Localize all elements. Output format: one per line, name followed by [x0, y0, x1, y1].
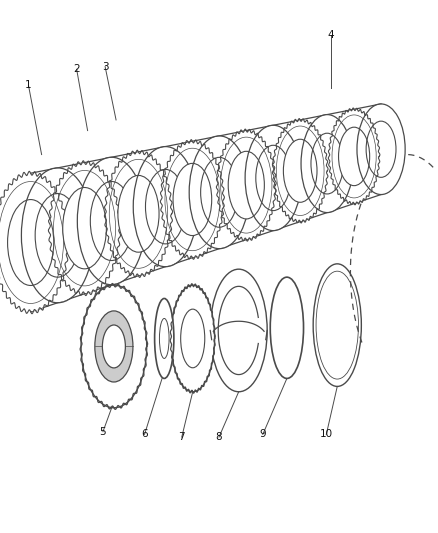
Ellipse shape: [217, 131, 275, 239]
Ellipse shape: [0, 174, 67, 311]
Text: 10: 10: [320, 430, 333, 439]
Ellipse shape: [190, 136, 249, 248]
Text: 2: 2: [73, 64, 80, 74]
Text: 9: 9: [259, 430, 266, 439]
Ellipse shape: [228, 151, 265, 219]
Ellipse shape: [49, 163, 120, 293]
Ellipse shape: [22, 168, 93, 302]
Ellipse shape: [7, 199, 54, 286]
Text: 1: 1: [25, 80, 32, 90]
Text: 7: 7: [178, 432, 185, 442]
Ellipse shape: [301, 115, 353, 212]
Ellipse shape: [357, 104, 405, 194]
Text: 5: 5: [99, 427, 106, 437]
Ellipse shape: [155, 298, 174, 378]
Ellipse shape: [95, 311, 133, 382]
Ellipse shape: [78, 158, 145, 284]
Ellipse shape: [245, 126, 301, 230]
Text: 6: 6: [141, 430, 148, 439]
Ellipse shape: [273, 120, 327, 221]
Ellipse shape: [210, 269, 267, 392]
Text: 8: 8: [215, 432, 223, 442]
Ellipse shape: [162, 142, 223, 257]
Ellipse shape: [329, 110, 379, 203]
Text: 3: 3: [102, 62, 109, 71]
Ellipse shape: [118, 175, 159, 252]
Ellipse shape: [134, 147, 197, 266]
Ellipse shape: [63, 188, 106, 269]
Ellipse shape: [339, 127, 370, 185]
Ellipse shape: [81, 285, 147, 408]
Ellipse shape: [102, 325, 125, 368]
Ellipse shape: [173, 164, 212, 236]
Ellipse shape: [283, 139, 317, 203]
Ellipse shape: [106, 152, 171, 275]
Ellipse shape: [171, 285, 215, 392]
Text: 4: 4: [327, 30, 334, 39]
